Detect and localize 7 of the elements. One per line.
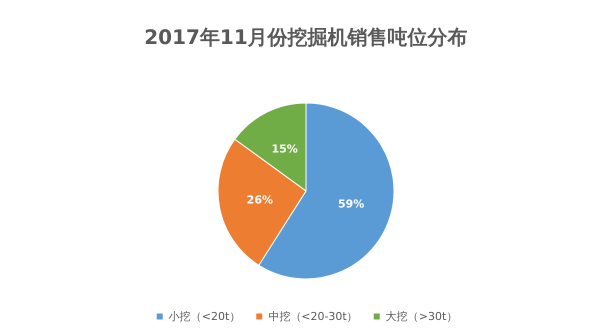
chart-title: 2017年11月份挖掘机销售吨位分布 <box>144 25 468 49</box>
data-label: 59% <box>338 198 364 211</box>
data-label: 15% <box>271 142 298 156</box>
legend-label: 中挖（<20-30t） <box>268 310 358 323</box>
legend-label: 小挖（<20t） <box>168 310 240 323</box>
legend-label: 大挖（>30t） <box>386 310 458 323</box>
data-label: 26% <box>246 193 274 206</box>
